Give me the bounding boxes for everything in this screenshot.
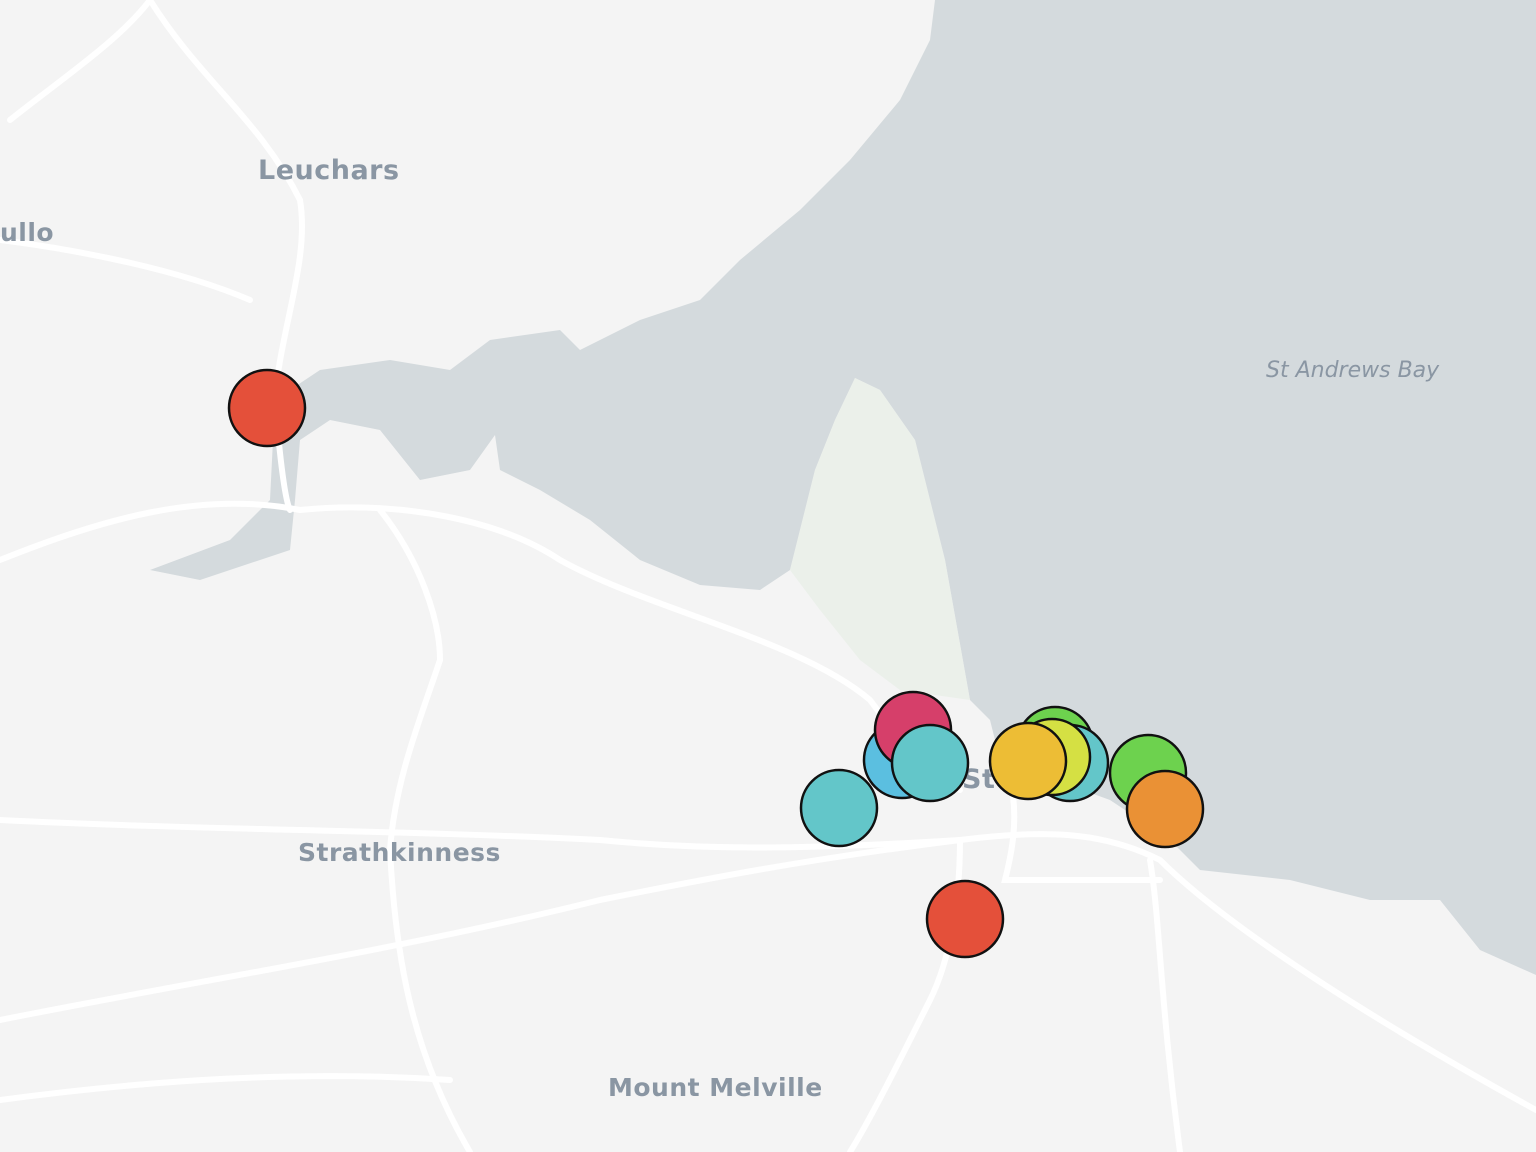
place-label-strathkinness: Strathkinness — [298, 838, 501, 867]
place-label-mount-melville: Mount Melville — [608, 1073, 823, 1102]
map-marker[interactable] — [988, 721, 1068, 801]
place-label-pitcullo: ullo — [0, 218, 55, 247]
map-marker[interactable] — [1125, 769, 1205, 849]
map-marker[interactable] — [890, 723, 970, 803]
water-label-st-andrews-bay: St Andrews Bay — [1266, 358, 1440, 383]
park-area — [790, 378, 970, 700]
map-marker[interactable] — [925, 879, 1005, 959]
water-bay — [150, 0, 1536, 975]
map-marker[interactable] — [227, 368, 307, 448]
map-marker[interactable] — [799, 768, 879, 848]
place-label-leuchars: Leuchars — [258, 155, 400, 186]
